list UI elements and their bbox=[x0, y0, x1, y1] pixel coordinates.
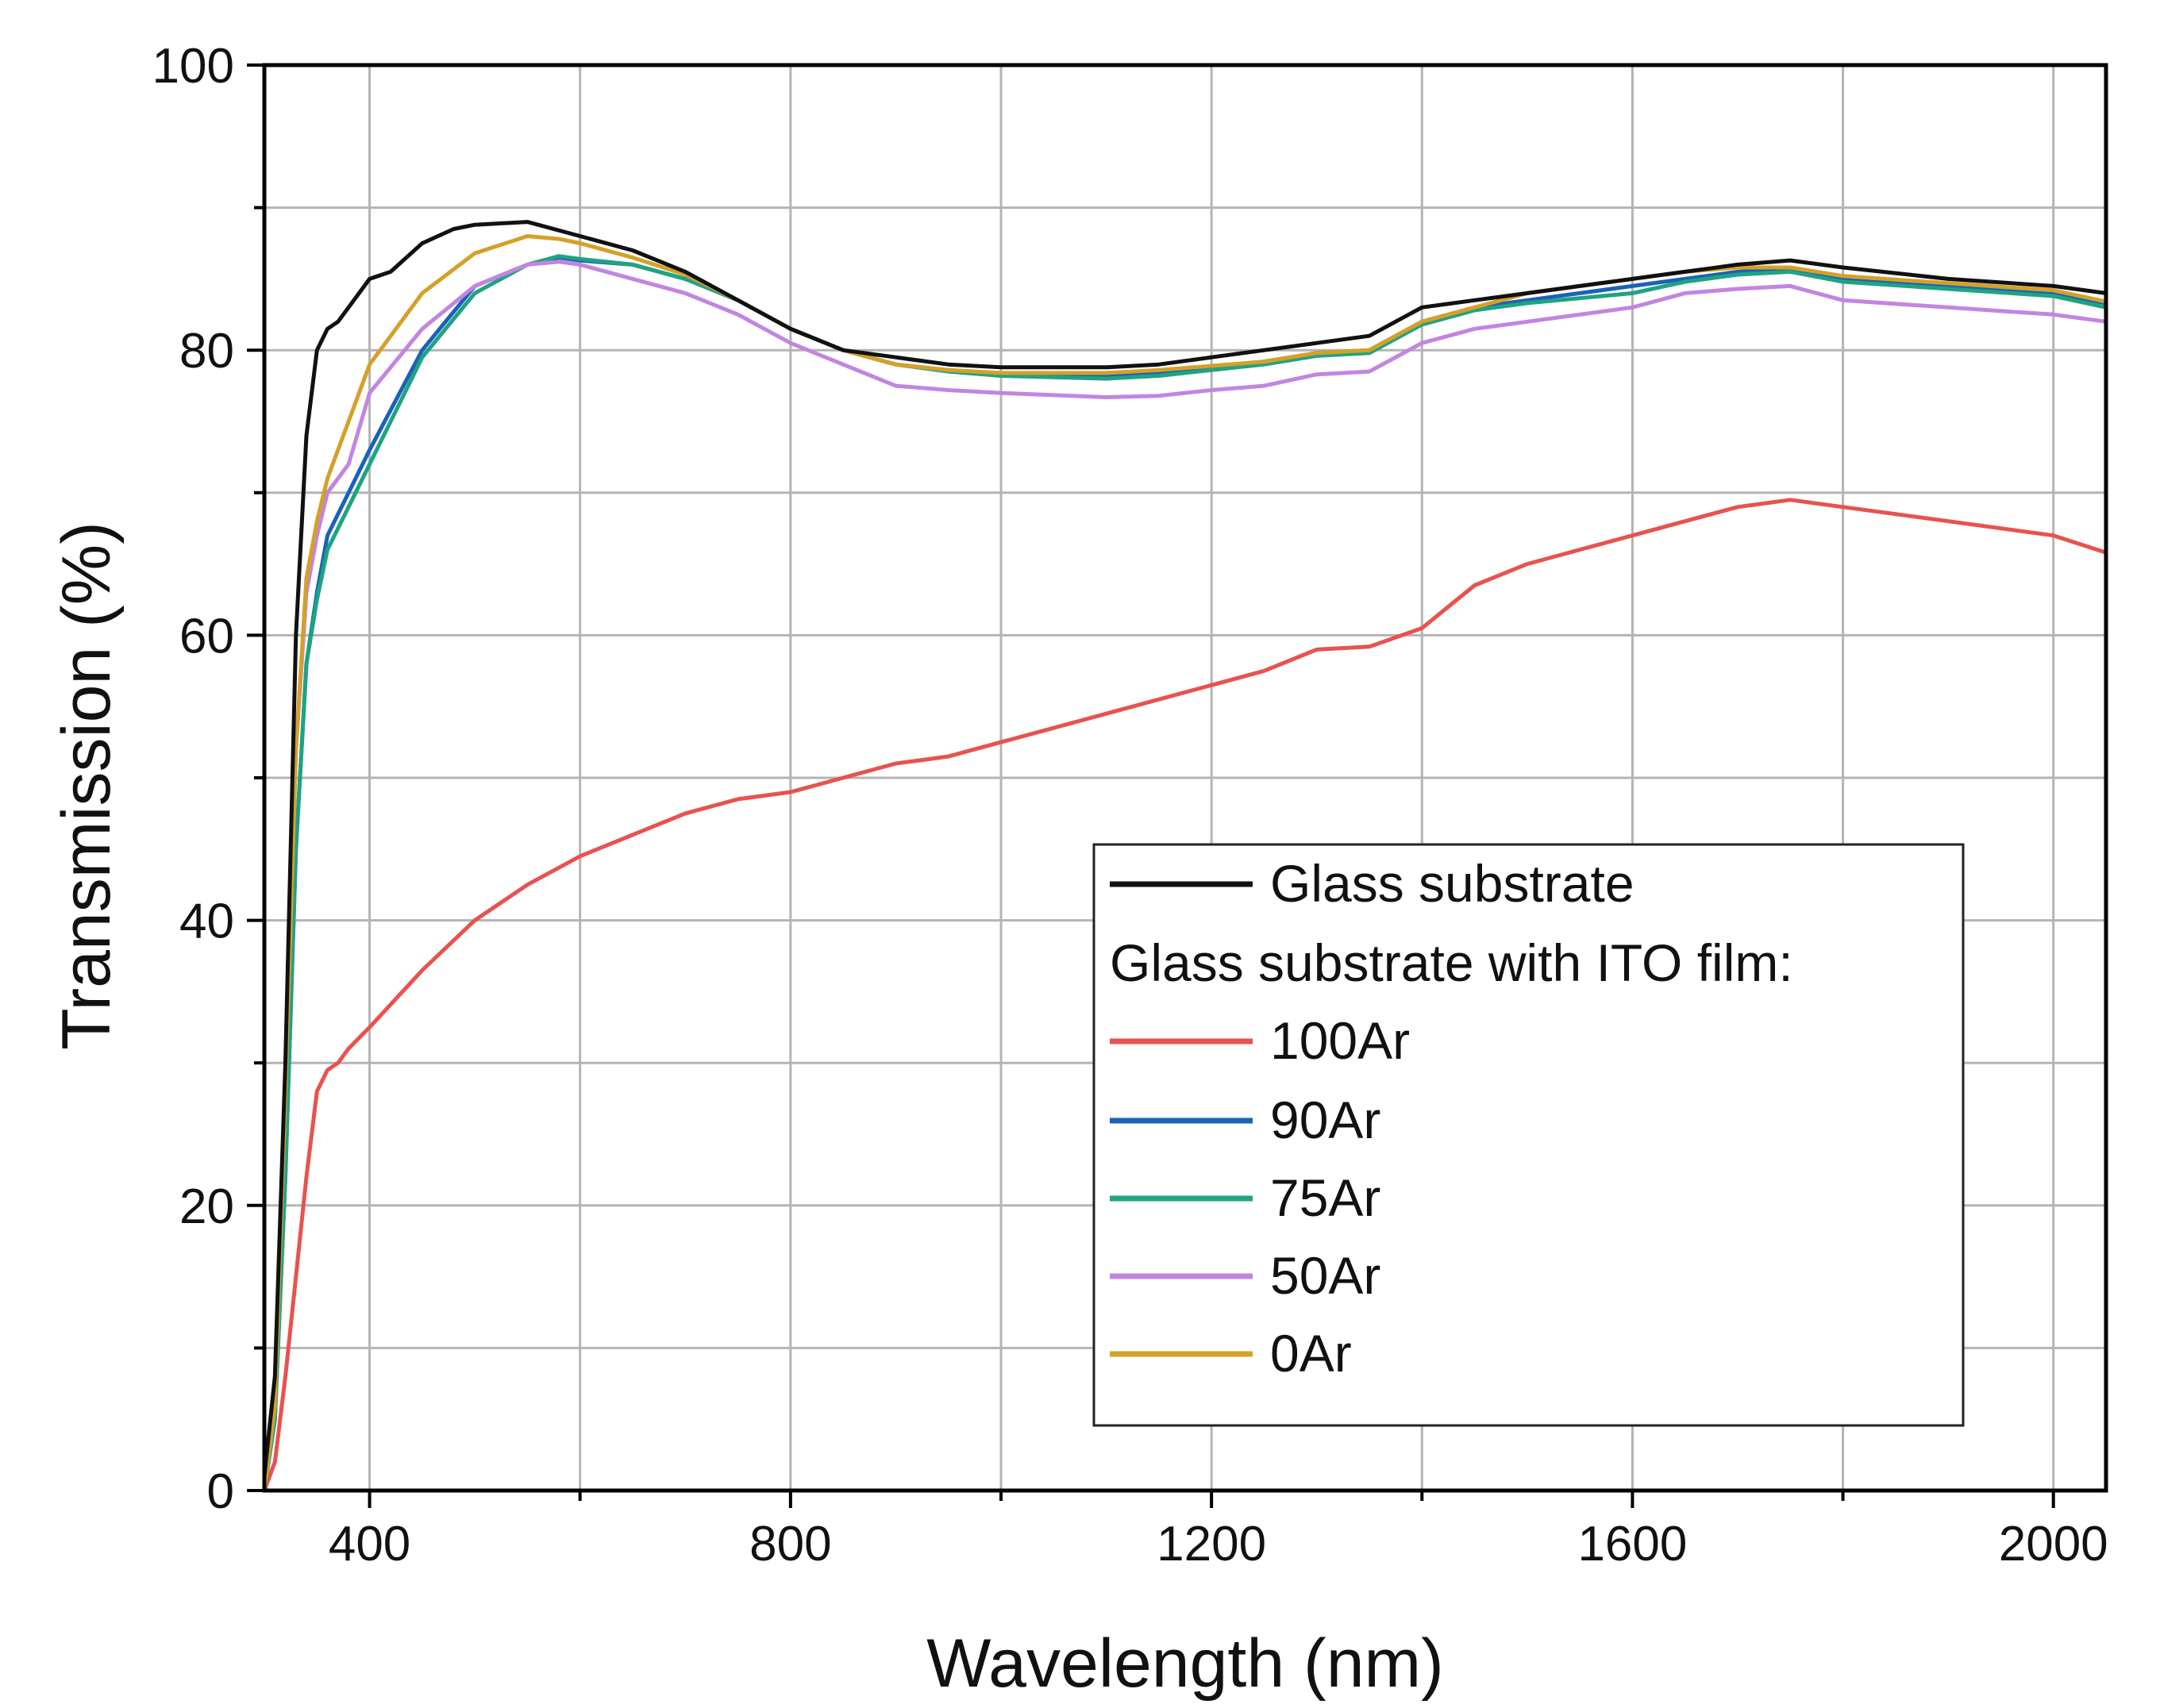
x-tick-label: 1600 bbox=[1577, 1517, 1687, 1571]
legend-label: 100Ar bbox=[1270, 1011, 1410, 1070]
y-axis-title: Transmission (%) bbox=[48, 521, 125, 1050]
x-tick-label: 1200 bbox=[1157, 1517, 1266, 1571]
legend-label: 0Ar bbox=[1270, 1324, 1352, 1383]
series-lines bbox=[264, 220, 2106, 1491]
series-line-glass-substrate bbox=[264, 220, 2106, 1479]
series-line-50ar bbox=[264, 260, 2106, 1491]
y-tick-label: 20 bbox=[179, 1179, 234, 1234]
legend-label: 90Ar bbox=[1270, 1091, 1380, 1149]
legend-label: Glass substrate bbox=[1270, 854, 1634, 913]
series-line-100ar bbox=[264, 498, 2106, 1491]
legend-label: 50Ar bbox=[1270, 1246, 1380, 1305]
legend-box bbox=[1092, 843, 1965, 1427]
legend-subheading: Glass substrate with ITO film: bbox=[1110, 933, 1793, 992]
legend-label: 75Ar bbox=[1270, 1168, 1380, 1227]
y-tick-label: 40 bbox=[179, 894, 234, 949]
y-tick-label: 60 bbox=[179, 609, 234, 664]
ticks: 400 800 1200 1600 2000 0 20 40 60 80 100 bbox=[152, 39, 2108, 1571]
y-tick-label: 80 bbox=[179, 324, 234, 379]
x-tick-label: 400 bbox=[329, 1517, 410, 1571]
x-axis-title: Wavelength (nm) bbox=[926, 1625, 1444, 1702]
y-tick-label: 100 bbox=[152, 39, 234, 94]
x-tick-label: 800 bbox=[749, 1517, 831, 1571]
y-tick-label: 0 bbox=[207, 1464, 234, 1519]
legend: Glass substrate Glass substrate with ITO … bbox=[1092, 843, 1965, 1427]
x-tick-label: 2000 bbox=[1999, 1517, 2108, 1571]
